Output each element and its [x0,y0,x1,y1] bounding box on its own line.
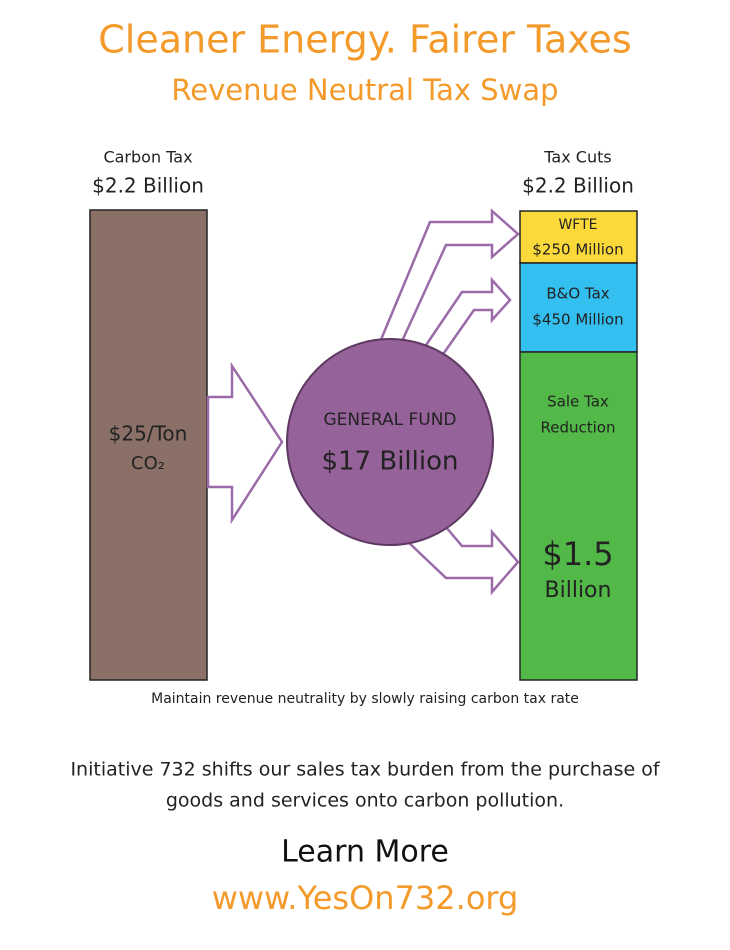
fund-label: GENERAL FUND [323,410,456,430]
segment-name: WFTE [558,217,597,233]
source-label: Carbon Tax [103,148,192,167]
title: Cleaner Energy. Fairer Taxes [98,18,631,62]
source-amount: $2.2 Billion [92,174,204,198]
fund-amount: $17 Billion [321,447,458,477]
segment [519,262,638,353]
segment-name: Sale Tax [547,393,609,411]
general-fund [286,338,494,546]
arrow-in [206,361,284,525]
subtitle: Revenue Neutral Tax Swap [171,73,558,107]
arrow-out [403,518,520,596]
segment [519,210,638,264]
source-unit: CO₂ [131,453,165,474]
segment-amount: $1.5 [542,535,613,573]
uses-amount: $2.2 Billion [522,174,634,198]
uses-label: Tax Cuts [543,148,611,167]
segment-amount: Billion [545,578,612,603]
segment-amount: $250 Million [532,241,623,259]
arrow-out [418,276,512,373]
description: goods and services onto carbon pollution… [166,790,564,812]
arrow-out [378,208,520,352]
segment-name: B&O Tax [546,285,609,303]
note: Maintain revenue neutrality by slowly ra… [151,691,579,707]
cta-url[interactable]: www.YesOn732.org [212,879,519,917]
cta-label: Learn More [281,835,449,870]
segment [519,351,638,681]
carbon-tax-bar [89,209,208,681]
segment-amount: $450 Million [532,311,623,329]
segment-name: Reduction [541,419,616,437]
description: Initiative 732 shifts our sales tax burd… [70,759,660,781]
source-rate: $25/Ton [109,422,188,446]
